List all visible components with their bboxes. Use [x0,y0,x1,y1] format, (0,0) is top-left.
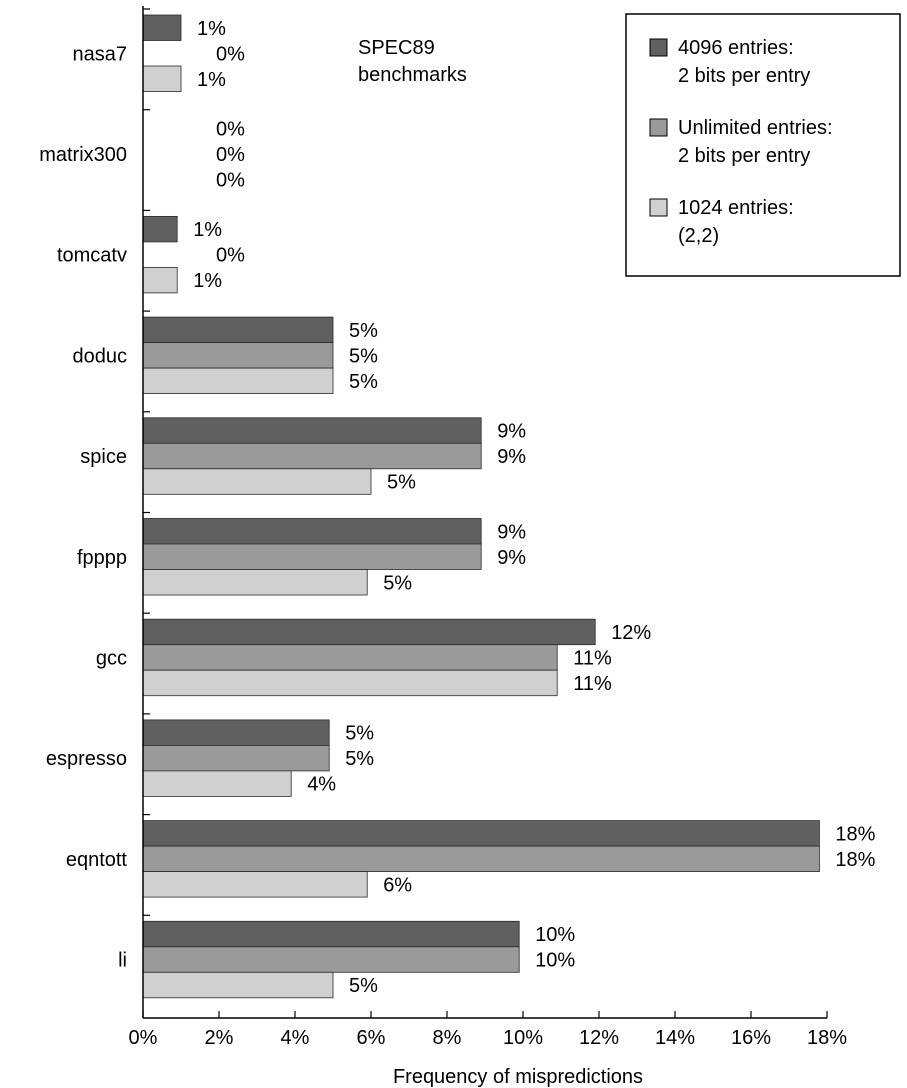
bar-tomcatv-series-3 [142,266,178,294]
category-label-spice: spice [80,446,127,468]
x-tick-label: 4% [281,1027,310,1049]
category-label-eqntott: eqntott [66,849,128,871]
bar-li-series-2 [142,946,520,973]
legend-label-2-line-2: 2 bits per entry [678,145,810,167]
bar-label-eqntott-series-2: 18% [835,849,875,871]
category-label-doduc: doduc [73,345,128,367]
bar-label-li-series-3: 5% [349,975,378,997]
legend-label-3-line-2: (2,2) [678,225,719,247]
category-label-tomcatv: tomcatv [57,245,127,267]
bar-label-fpppp-series-2: 9% [497,547,526,569]
annotation-line-2: benchmarks [358,64,467,86]
bar-label-eqntott-series-1: 18% [835,823,875,845]
bar-label-doduc-series-1: 5% [349,320,378,342]
bar-espresso-series-2 [142,745,330,772]
bar-label-li-series-1: 10% [535,924,575,946]
bar-label-tomcatv-series-1: 1% [193,219,222,241]
legend-swatch-3 [649,198,668,217]
bar-label-nasa7-series-1: 1% [197,18,226,40]
category-label-li: li [118,950,127,972]
bar-label-matrix300-series-3: 0% [216,169,245,191]
bar-fpppp-series-1 [142,518,482,545]
bar-eqntott-series-2 [142,845,820,872]
bars-group [142,14,820,999]
bar-tomcatv-series-1 [142,215,178,243]
x-tick-label: 18% [807,1027,847,1049]
bar-fpppp-series-3 [142,569,368,596]
bar-label-spice-series-2: 9% [497,446,526,468]
bar-spice-series-2 [142,442,482,470]
bar-li-series-1 [142,920,520,948]
x-tick-label: 8% [433,1027,462,1049]
bar-label-tomcatv-series-3: 1% [193,270,222,292]
bar-eqntott-series-3 [142,871,368,898]
bar-label-doduc-series-3: 5% [349,371,378,393]
bar-label-espresso-series-1: 5% [345,723,374,745]
legend-label-3-line-1: 1024 entries: [678,197,794,219]
bar-label-li-series-2: 10% [535,950,575,972]
bar-label-matrix300-series-1: 0% [216,118,245,140]
bar-nasa7-series-1 [142,14,182,41]
category-label-nasa7: nasa7 [73,43,128,65]
bar-doduc-series-2 [142,342,334,369]
bar-label-espresso-series-3: 4% [307,774,336,796]
category-label-matrix300: matrix300 [39,144,127,166]
x-tick-label: 12% [579,1027,619,1049]
category-label-gcc: gcc [96,647,127,669]
bar-label-gcc-series-1: 12% [611,622,651,644]
bar-label-espresso-series-2: 5% [345,748,374,770]
legend-swatch-2 [649,118,668,137]
bar-fpppp-series-2 [142,543,482,570]
legend-frame [625,13,901,277]
legend-label-1-line-1: 4096 entries: [678,37,794,59]
bar-label-doduc-series-2: 5% [349,345,378,367]
bar-label-gcc-series-3: 11% [573,673,612,695]
bar-doduc-series-1 [142,316,334,344]
x-tick-label: 2% [205,1027,234,1049]
y-axis: nasa7 matrix300 tomcatv doduc spice fpppp gcc e… [39,6,150,1018]
bar-spice-series-3 [142,468,372,495]
bar-gcc-series-1 [142,618,596,646]
bar-doduc-series-3 [142,367,334,395]
bar-label-nasa7-series-2: 0% [216,43,245,65]
bar-nasa7-series-3 [142,65,182,92]
bar-espresso-series-3 [142,770,292,797]
legend-label-1-line-2: 2 bits per entry [678,65,810,87]
x-axis: 0% 2% 4% 6% 8% 10% 12% 14% 16% 18% [129,1011,847,1049]
bar-labels-group: 1% 0% 1% 0% 0% 0% 1% 0% 1% 5% 5% 5% 9% 9% 5% 9% 9% 5% 12% 1… [193,18,875,997]
x-tick-label: 6% [357,1027,386,1049]
bar-label-spice-series-1: 9% [497,421,526,443]
bar-spice-series-1 [142,417,482,444]
x-tick-label: 14% [655,1027,695,1049]
bar-li-series-3 [142,971,334,999]
bar-label-eqntott-series-3: 6% [383,874,412,896]
bar-label-fpppp-series-1: 9% [497,521,526,543]
x-axis-title: Frequency of mispredictions [393,1066,643,1088]
bar-gcc-series-3 [142,669,558,697]
category-label-fpppp: fpppp [77,547,127,569]
bar-label-matrix300-series-2: 0% [216,144,245,166]
bar-label-nasa7-series-3: 1% [197,69,226,91]
bar-espresso-series-1 [142,719,330,746]
legend: 4096 entries: 2 bits per entry Unlimited e… [625,13,901,277]
bar-gcc-series-2 [142,644,558,671]
legend-label-2-line-1: Unlimited entries: [678,117,833,139]
legend-swatch-1 [649,38,668,57]
bar-label-spice-series-3: 5% [387,472,416,494]
x-tick-label: 16% [731,1027,771,1049]
x-tick-label: 10% [503,1027,543,1049]
annotation-line-1: SPEC89 [358,37,435,59]
bar-label-gcc-series-2: 11% [573,647,612,669]
category-label-espresso: espresso [46,748,127,770]
bar-label-fpppp-series-3: 5% [383,572,412,594]
bar-eqntott-series-1 [142,820,820,847]
bar-label-tomcatv-series-2: 0% [216,245,245,267]
x-tick-label: 0% [129,1027,158,1049]
